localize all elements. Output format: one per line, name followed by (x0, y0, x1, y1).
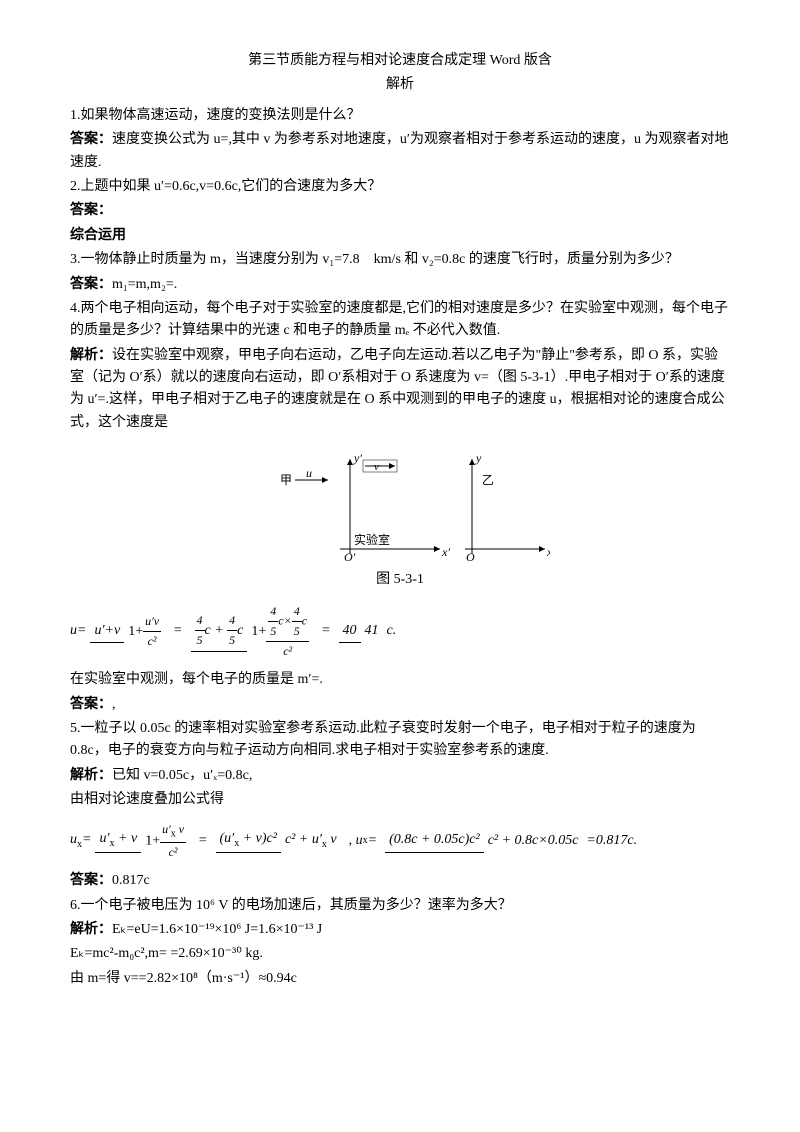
eq2-frac2: (u′x + v)c² c² + u′x v (216, 828, 341, 853)
q4-post-text: 在实验室中观测，每个电子的质量是 m′=. (70, 669, 730, 691)
analysis-6-text1: Eₖ=eU=1.6×10⁻¹⁹×10⁶ J=1.6×10⁻¹³ J (112, 922, 322, 937)
eq-sign-2: = (321, 620, 330, 642)
analysis-4: 解析：设在实验室中观察，甲电子向右运动，乙电子向左运动.若以乙电子为"静止"参考… (70, 345, 730, 435)
label-y: y (475, 451, 482, 465)
question-3: 3.一物体静止时质量为 m，当速度分别为 v₁=7.8 km/s 和 v₂=0.… (70, 249, 730, 271)
question-1: 1.如果物体高速运动，速度的变换法则是什么？ (70, 105, 730, 127)
eq1-frac3: 40 41 (339, 620, 383, 643)
question-5: 5.一粒子以 0.05c 的速率相对实验室参考系运动.此粒子衰变时发射一个电子，… (70, 718, 730, 763)
coordinate-diagram: O′ x′ y′ 实验室 甲 u v O x y 乙 (250, 444, 550, 564)
answer-2-label: 答案： (70, 200, 730, 222)
question-2: 2.上题中如果 u′=0.6c,v=0.6c,它们的合速度为多大？ (70, 176, 730, 198)
figure-5-3-1: O′ x′ y′ 实验室 甲 u v O x y 乙 (70, 444, 730, 564)
question-4: 4.两个电子相向运动，每个电子对于实验室的速度都是,它们的相对速度是多少？在实验… (70, 298, 730, 343)
figure-caption: 图 5-3-1 (70, 569, 730, 591)
eq2-frac1: u′x + v 1+u′x vc² (95, 820, 190, 863)
answer-3-text: m₁=m,m₂=. (112, 277, 177, 292)
analysis-6-line1: 解析：Eₖ=eU=1.6×10⁻¹⁹×10⁶ J=1.6×10⁻¹³ J (70, 919, 730, 941)
eq2-tail: =0.817c. (586, 830, 637, 852)
answer-1-text: 速度变换公式为 u=,其中 v 为参考系对地速度，u′为观察者相对于参考系运动的… (70, 132, 728, 169)
analysis-label: 解析： (70, 922, 112, 937)
page-subtitle: 解析 (70, 74, 730, 96)
label-O: O (466, 550, 475, 564)
answer-3: 答案：m₁=m,m₂=. (70, 274, 730, 296)
answer-label: 答案： (70, 277, 112, 292)
label-y-prime: y′ (353, 451, 362, 465)
eq1-final: c. (387, 620, 397, 642)
eq1-frac1: u′+v 1+u′vc² (90, 612, 165, 651)
answer-4-text: , (112, 697, 116, 712)
label-x-prime: x′ (441, 545, 450, 559)
answer-label: 答案： (70, 697, 112, 712)
eq1-lhs: u= (70, 620, 86, 642)
section-heading: 综合运用 (70, 225, 730, 247)
label-v: v (374, 461, 379, 473)
equation-2: ux= u′x + v 1+u′x vc² = (u′x + v)c² c² +… (70, 820, 730, 863)
analysis-4-text: 设在实验室中观察，甲电子向右运动，乙电子向左运动.若以乙电子为"静止"参考系，即… (70, 348, 725, 430)
answer-label: 答案： (70, 873, 112, 888)
analysis-label: 解析： (70, 768, 112, 783)
label-x: x (546, 545, 550, 559)
analysis-6-line2: Eₖ=mc²-m₀c²,m= =2.69×10⁻³⁰ kg. (70, 943, 730, 965)
label-jia: 甲 (280, 473, 292, 487)
label-O-prime: O′ (344, 550, 356, 564)
analysis-5-line2: 由相对论速度叠加公式得 (70, 789, 730, 811)
answer-4: 答案：, (70, 694, 730, 716)
eq1-frac2: 45c + 45c 1+45c×45cc² (191, 602, 314, 662)
analysis-label: 解析： (70, 348, 112, 363)
answer-1: 答案：速度变换公式为 u=,其中 v 为参考系对地速度，u′为观察者相对于参考系… (70, 129, 730, 174)
label-u: u (306, 466, 312, 480)
equation-1: u= u′+v 1+u′vc² = 45c + 45c 1+45c×45cc² … (70, 602, 730, 662)
question-6: 6.一个电子被电压为 10⁶ V 的电场加速后，其质量为多少？速率为多大？ (70, 895, 730, 917)
answer-5-text: 0.817c (112, 873, 150, 888)
eq-sign: = (173, 620, 182, 642)
answer-5: 答案：0.817c (70, 870, 730, 892)
analysis-5-text1: 已知 v=0.05c，u′ₓ=0.8c, (112, 768, 252, 783)
answer-label: 答案： (70, 132, 112, 147)
label-yi: 乙 (482, 473, 494, 487)
label-lab: 实验室 (354, 532, 390, 547)
eq2-frac3: (0.8c + 0.05c)c² c² + 0.8c×0.05c (385, 829, 582, 852)
analysis-6-line3: 由 m=得 v==2.82×10⁸（m·s⁻¹）≈0.94c (70, 968, 730, 990)
page-title: 第三节质能方程与相对论速度合成定理 Word 版含 (70, 50, 730, 72)
analysis-5-line1: 解析：已知 v=0.05c，u′ₓ=0.8c, (70, 765, 730, 787)
